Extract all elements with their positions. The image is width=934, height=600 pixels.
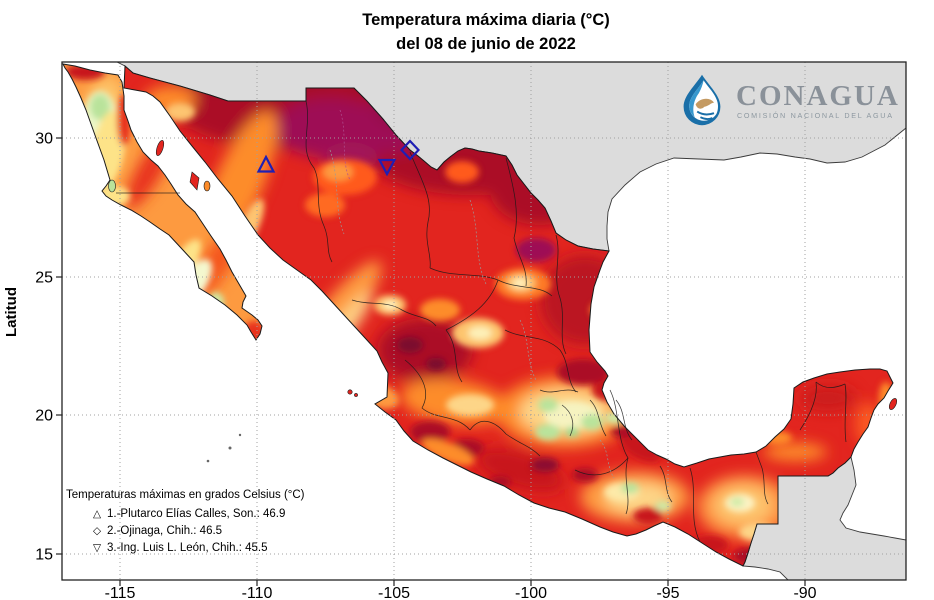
gridlines <box>62 62 906 580</box>
lon-tick-marks <box>119 580 806 586</box>
islands <box>108 140 898 463</box>
lon-tick-label-115: -115 <box>105 585 136 600</box>
legend-item-1: 1.-Plutarco Elías Calles, Son.: 46.9 <box>107 508 285 520</box>
dashed-border-detail <box>339 109 351 181</box>
lat-axis: 30 25 20 15 Latitud <box>3 131 62 564</box>
legend-symbol-1: △ <box>93 508 102 520</box>
conagua-logo-subtitle: COMISIÓN NACIONAL DEL AGUA <box>737 111 894 120</box>
lon-tick-label-100: -100 <box>515 585 547 600</box>
baja-coastline <box>62 63 263 341</box>
map-title-line2: del 08 de junio de 2022 <box>396 35 576 53</box>
lon-tick-label-110: -110 <box>242 585 273 600</box>
mainland-coastline <box>123 64 894 567</box>
legend-item-3: 3.-Ing. Luis L. León, Chih.: 45.5 <box>107 542 267 554</box>
conagua-drop-icon <box>683 74 721 126</box>
plot-frame <box>61 61 907 581</box>
legend-symbol-2: ◇ <box>93 525 102 537</box>
legend-symbol-3: ▽ <box>93 542 102 554</box>
lat-tick-label-15: 15 <box>35 547 53 564</box>
state-borders <box>116 100 847 543</box>
lat-axis-title: Latitud <box>3 287 20 337</box>
lat-tick-marks <box>56 137 62 555</box>
secondary-borders <box>329 149 615 479</box>
lat-tick-label-25: 25 <box>35 270 53 287</box>
legend-item-2: 2.-Ojinaga, Chih.: 46.5 <box>107 525 222 537</box>
lat-tick-label-30: 30 <box>35 131 53 148</box>
legend-title: Temperaturas máximas en grados Celsius (… <box>66 489 305 501</box>
station-marker-diamond <box>399 139 421 161</box>
legend: Temperaturas máximas en grados Celsius (… <box>66 489 305 554</box>
conagua-logo-name: CONAGUA <box>736 80 900 112</box>
conagua-logo: CONAGUA COMISIÓN NACIONAL DEL AGUA <box>683 74 900 126</box>
lat-tick-label-20: 20 <box>35 408 53 425</box>
station-marker-triangle-up <box>256 154 276 173</box>
map-title-line1: Temperatura máxima diaria (°C) <box>362 11 609 29</box>
lon-tick-label-105: -105 <box>378 585 410 600</box>
station-marker-triangle-down <box>377 158 397 177</box>
lon-tick-label-90: -90 <box>793 585 816 600</box>
lon-tick-label-95: -95 <box>656 585 679 600</box>
lon-axis: -115 -110 -105 -100 -95 -90 <box>105 580 817 600</box>
